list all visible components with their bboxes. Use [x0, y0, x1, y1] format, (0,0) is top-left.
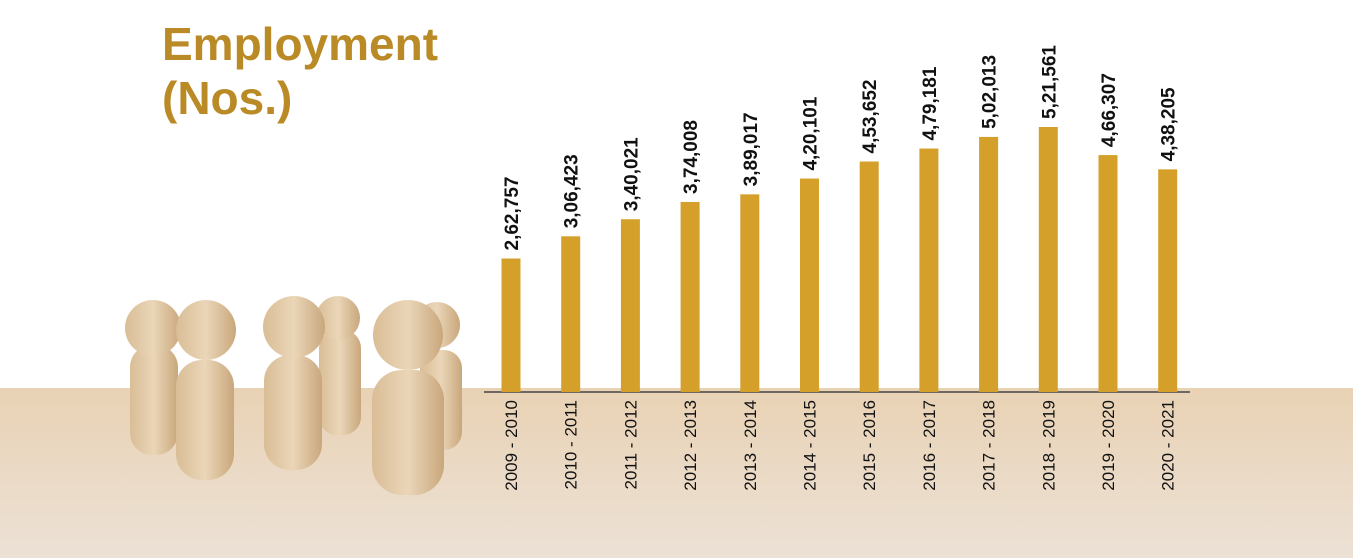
- x-tick-label: 2019 - 2020: [1099, 400, 1118, 491]
- value-label: 2,62,757: [502, 177, 523, 251]
- x-tick-label: 2017 - 2018: [980, 400, 999, 491]
- x-tick-label: 2013 - 2014: [741, 400, 760, 491]
- bar: [1098, 155, 1118, 392]
- value-label: 5,21,561: [1039, 45, 1060, 119]
- bar: [1038, 127, 1058, 392]
- bar: [620, 219, 640, 392]
- bar: [979, 136, 999, 392]
- x-tick-label: 2011 - 2012: [621, 400, 640, 489]
- x-tick-label: 2009 - 2010: [502, 400, 521, 491]
- x-tick-label: 2020 - 2021: [1159, 400, 1178, 491]
- bar: [740, 194, 760, 392]
- value-label: 3,06,423: [562, 154, 583, 228]
- value-label: 4,38,205: [1159, 87, 1180, 161]
- figures: [125, 296, 462, 495]
- bar: [859, 161, 879, 392]
- value-label: 5,02,013: [980, 55, 1001, 129]
- value-label: 4,53,652: [860, 80, 881, 154]
- bar: [561, 236, 581, 392]
- value-label: 4,20,101: [801, 96, 822, 170]
- x-tick-label: 2016 - 2017: [920, 400, 939, 491]
- x-tick-label: 2015 - 2016: [860, 400, 879, 491]
- value-label: 3,74,008: [681, 120, 702, 194]
- value-label: 4,79,181: [920, 66, 941, 140]
- bar: [1158, 169, 1178, 392]
- x-tick-label: 2012 - 2013: [681, 400, 700, 491]
- value-label: 4,66,307: [1099, 73, 1120, 147]
- bar: [919, 148, 939, 392]
- value-label: 3,40,021: [621, 137, 642, 211]
- x-tick-label: 2010 - 2011: [562, 400, 581, 489]
- x-tick-label: 2014 - 2015: [801, 400, 820, 491]
- chart-title: Employment (Nos.): [162, 18, 438, 124]
- bar: [800, 178, 819, 392]
- bar: [501, 258, 521, 392]
- bar: [680, 201, 700, 392]
- x-tick-label: 2018 - 2019: [1039, 400, 1058, 491]
- value-label: 3,89,017: [741, 112, 762, 186]
